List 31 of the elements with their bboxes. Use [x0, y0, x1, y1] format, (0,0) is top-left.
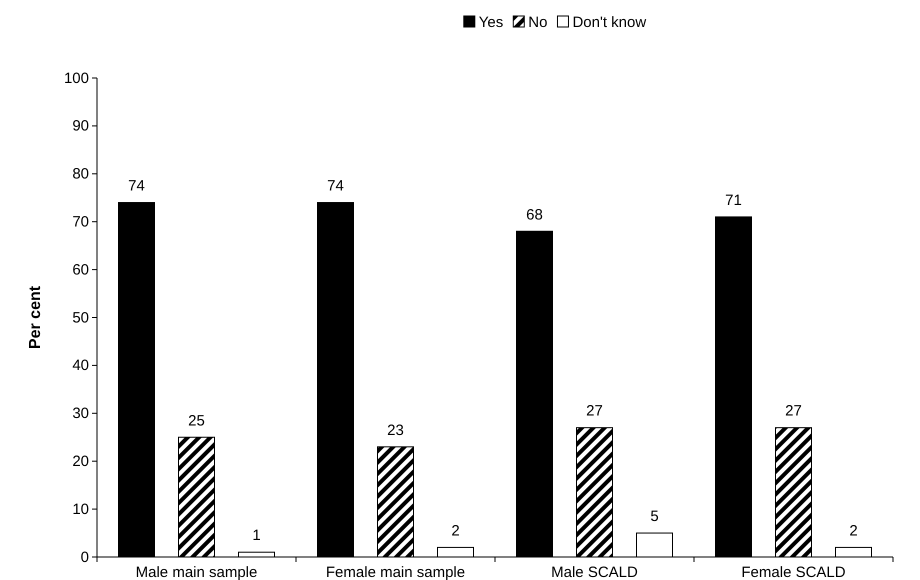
data-label: 27 — [785, 402, 802, 420]
data-label: 71 — [725, 192, 742, 209]
data-label: 74 — [327, 178, 344, 195]
y-tick-label: 90 — [72, 118, 89, 135]
y-tick-label: 10 — [72, 500, 89, 518]
legend-label: No — [528, 14, 548, 31]
y-tick-label: 30 — [72, 405, 89, 422]
y-tick-label: 50 — [72, 309, 89, 326]
y-tick-label: 40 — [72, 357, 89, 374]
data-label: 5 — [650, 508, 659, 526]
data-label: 23 — [387, 422, 404, 439]
y-tick-label: 20 — [72, 453, 89, 470]
data-label: 74 — [128, 178, 145, 195]
x-tick-label: Male main sample — [136, 564, 258, 580]
legend-label: Yes — [478, 14, 504, 31]
data-label: 27 — [586, 402, 603, 420]
data-label: 2 — [849, 522, 858, 540]
x-tick-label: Male SCALD — [551, 564, 638, 580]
x-tick-label: Female SCALD — [741, 564, 846, 580]
legend-label: Don't know — [572, 14, 646, 31]
y-tick-label: 0 — [80, 548, 89, 566]
data-label: 1 — [252, 527, 261, 544]
data-label: 68 — [526, 206, 543, 224]
y-tick-label: 60 — [72, 261, 89, 278]
data-label: 2 — [451, 522, 460, 540]
y-tick-label: 100 — [64, 70, 89, 87]
y-axis-title: Per cent — [27, 285, 44, 350]
y-tick-label: 80 — [72, 166, 89, 183]
x-tick-label: Female main sample — [326, 564, 466, 580]
y-tick-label: 70 — [72, 214, 89, 230]
data-label: 25 — [188, 412, 205, 430]
